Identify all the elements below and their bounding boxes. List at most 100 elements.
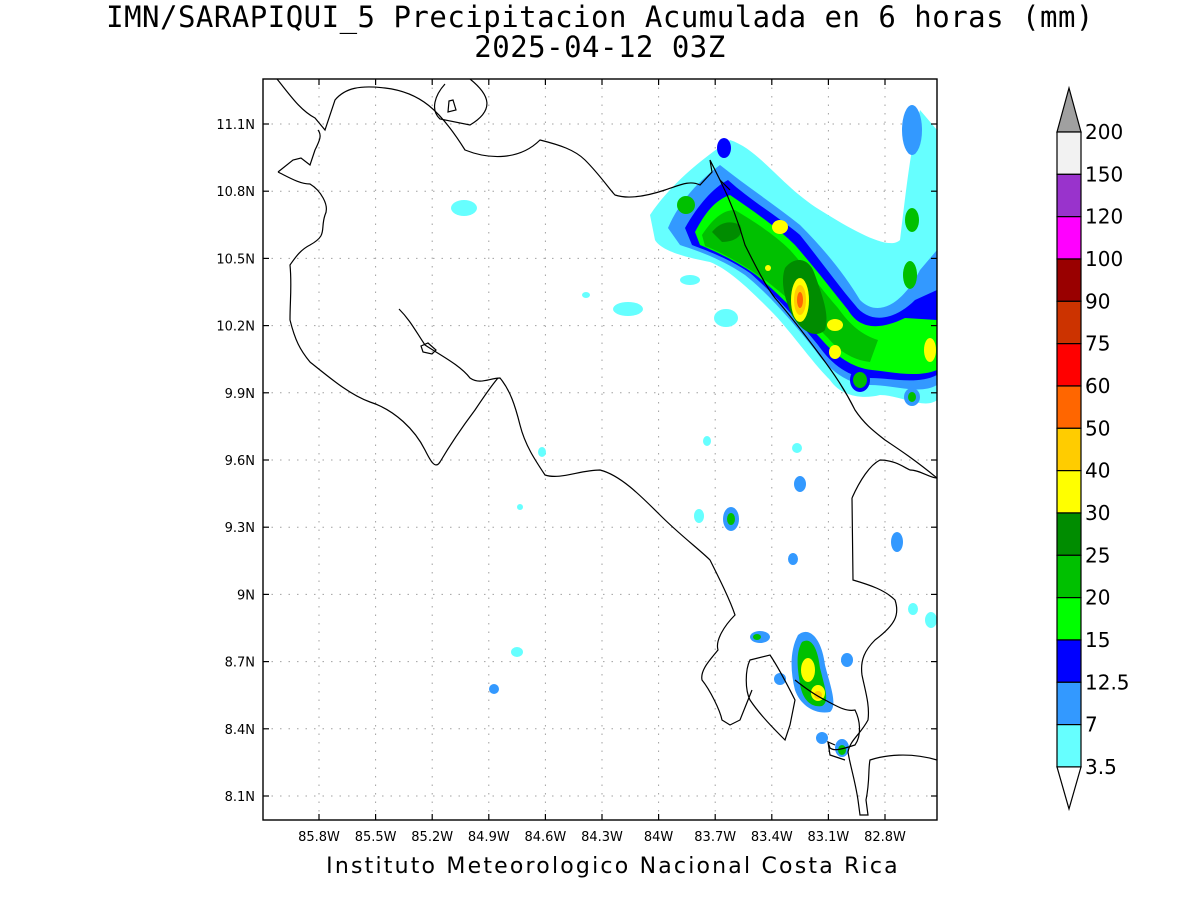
rain-cell-yellow-a [772,220,788,234]
colorbar-level-label: 50 [1085,416,1110,440]
map-frame [262,78,938,821]
lat-tick-label: 10.5N [216,252,255,267]
lat-tick-label: 9N [237,588,255,603]
colorbar-swatch [1056,724,1082,768]
lat-tick-label: 9.9N [225,387,255,402]
lat-tick-label: 9.6N [225,454,255,469]
rain-cell-a [451,200,477,216]
colorbar-under-arrow [1056,766,1082,812]
colorbar-over-arrow [1056,85,1082,133]
colorbar-level-label: 30 [1085,501,1110,525]
rain-cell-yellow-c [829,345,841,359]
map-title: IMN/SARAPIQUI_5 Precipitacion Acumulada … [106,0,1094,34]
rain-cell-yellow-d [924,338,936,362]
guanacaste-coast [277,171,499,466]
rain-cell-c [714,309,738,327]
rain-cell-k [694,509,704,523]
lat-tick-label: 9.3N [225,521,255,536]
rain-cell-green-i [677,196,695,214]
rain-cell-green-e [903,261,917,289]
colorbar-level-label: 20 [1085,586,1110,610]
colorbar-level-label: 90 [1085,289,1110,313]
lon-tick-label: 82.8W [864,830,906,845]
colorbar-level-label: 60 [1085,374,1110,398]
rain-cell-f [538,447,546,457]
colorbar-swatch [1056,639,1082,683]
lon-tick-label: 85.2W [411,830,453,845]
nicaragua-border-west [277,129,321,173]
burica-point [827,741,846,761]
colorbar-swatch [1056,427,1082,472]
precipitation-field [451,105,937,757]
rain-cell-r [489,684,499,694]
colorbar-swatch [1056,173,1082,218]
rain-cell-h [792,443,802,453]
panama-border [847,459,937,816]
osa-peninsula [745,654,796,742]
lake-nicaragua-shore [433,79,488,126]
rain-cell-blue-j [717,138,731,158]
lon-tick-label: 83.1W [807,830,849,845]
colorbar-level-label: 3.5 [1085,755,1117,779]
colorbar-level-label: 200 [1085,120,1123,144]
rain-cell-q [511,647,523,657]
rain-cell-yellow-b [827,319,843,331]
lat-tick-label: 10.8N [216,185,255,200]
lon-tick-label: 83.4W [751,830,793,845]
map-valid-time: 2025-04-12 03Z [474,30,726,64]
colorbar-level-label: 7 [1085,713,1098,737]
lon-tick-label: 84.9W [468,830,510,845]
lat-tick-label: 10.2N [216,320,255,335]
colorbar-swatch [1056,554,1082,599]
lon-tick-label: 84.3W [581,830,623,845]
colorbar-swatch [1056,681,1082,726]
colorbar-swatch [1056,470,1082,514]
lon-tick-label: 85.8W [298,830,340,845]
rain-cell-m [891,532,903,552]
colorbar-level-label: 150 [1085,162,1123,186]
colorbar: 200 150 120 100 90 75 60 50 40 30 25 20 15 12.5 7 3.5 [1056,85,1130,812]
colorbar-level-label: 15 [1085,628,1110,652]
colorbar-level-label: 100 [1085,247,1123,271]
nicoya-gulf [398,308,753,726]
colorbar-level-label: 40 [1085,459,1110,483]
lake-island [447,99,457,113]
map-grid [263,79,937,820]
lat-tick-label: 8.4N [225,723,255,738]
rain-cell-b [613,302,643,316]
rain-cell-green-f [905,208,919,232]
lat-tick-label: 8.1N [225,790,255,805]
rain-cell-green-g [853,372,867,388]
colorbar-level-label: 12.5 [1085,670,1130,694]
map-axes: 85.8W 85.5W 85.2W 84.9W 84.6W 84.3W 84W 83.7W 83… [216,79,937,845]
caribbean-coast [719,179,937,479]
colorbar-swatch [1056,597,1082,641]
rain-cell-w2 [838,745,846,755]
colorbar-swatch [1056,300,1082,345]
chira-island [420,342,437,355]
colorbar-swatch [1056,385,1082,429]
credit-text: Instituto Meteorologico Nacional Costa R… [326,854,900,879]
colorbar-level-label: 75 [1085,332,1110,356]
rain-cell-g [703,436,711,446]
rain-cell-s2 [753,634,761,640]
rain-cell-u [841,653,853,667]
colorbar-swatch [1056,131,1082,175]
colorbar-swatch [1056,258,1082,302]
rain-cell-d [680,275,700,285]
colorbar-swatch [1056,216,1082,260]
nicaragua-coast [276,79,731,198]
lon-tick-label: 84.6W [524,830,566,845]
rain-cell-cyan-l [924,155,936,185]
colorbar-swatch [1056,512,1082,556]
lon-tick-label: 84W [644,830,674,845]
rain-cell-i [794,476,806,492]
lon-tick-label: 83.7W [694,830,736,845]
rain-cell-j2 [727,513,735,525]
rain-cell-v [816,732,828,744]
colorbar-swatch [1056,343,1082,387]
lon-tick-label: 85.5W [355,830,397,845]
rain-cell-green-m [908,392,916,402]
rain-cell-yellow-h [765,265,771,271]
